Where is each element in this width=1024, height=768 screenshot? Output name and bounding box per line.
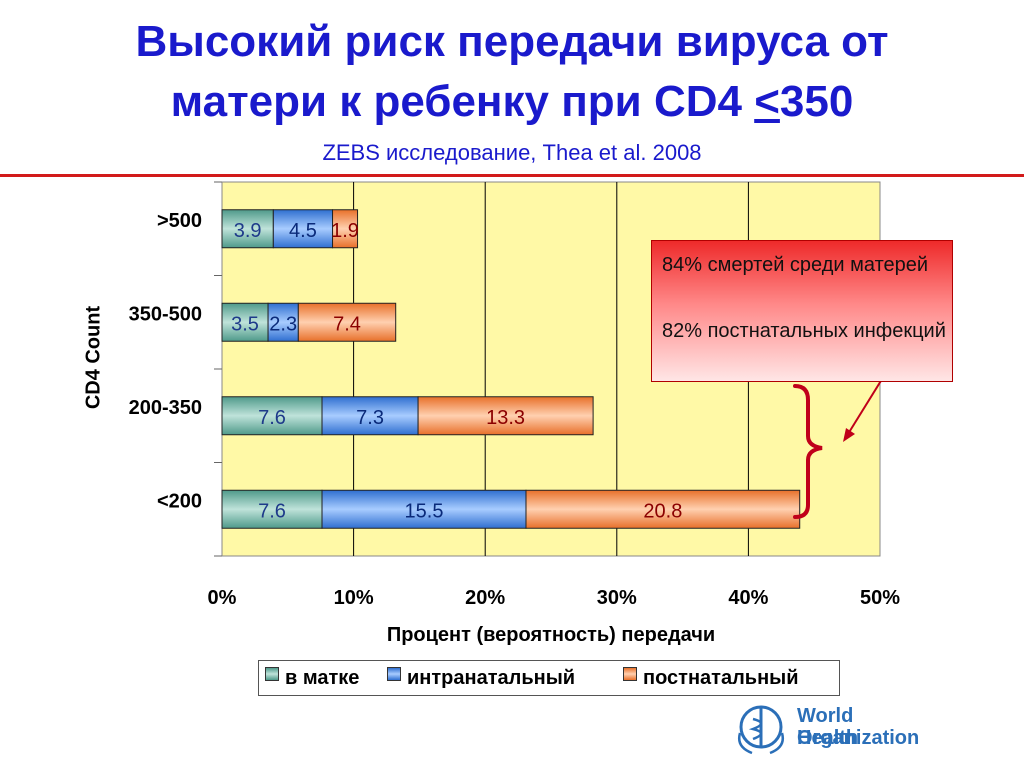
who-logo: World Health Organization xyxy=(732,697,919,757)
bar-segment xyxy=(221,489,323,529)
title-line-1: Высокий риск передачи вируса от xyxy=(135,17,889,66)
legend-swatch-postnatal xyxy=(623,667,637,681)
subtitle: ZEBS исследование, Thea et al. 2008 xyxy=(322,140,702,165)
x-tick-label: 50% xyxy=(860,587,900,609)
bar-data-label: 4.5 xyxy=(289,220,317,242)
who-logo-line-2: Organization xyxy=(797,727,920,749)
bar-segment xyxy=(525,489,801,529)
x-tick-label: 40% xyxy=(728,587,768,609)
bar-segment xyxy=(221,302,269,342)
y-category-label: >500 xyxy=(157,210,202,232)
legend-swatch-in-utero xyxy=(265,667,279,681)
bar-data-label: 20.8 xyxy=(643,500,682,522)
bar-segment xyxy=(332,209,359,249)
title-line-2-text: матери к ребенку при CD4 xyxy=(170,77,755,126)
bar-segment xyxy=(321,489,527,529)
bar-data-label: 2.3 xyxy=(269,313,297,335)
bar-segment xyxy=(417,396,594,436)
bar-data-label: 7.4 xyxy=(333,313,361,335)
who-emblem-icon xyxy=(738,705,784,755)
title-less-equal: < xyxy=(754,77,780,126)
callout-box: 84% смертей среди матерей 82% постнаталь… xyxy=(651,240,953,382)
y-category-label: 200-350 xyxy=(129,397,202,419)
x-tick-label: 0% xyxy=(208,587,237,609)
bar-data-label: 7.6 xyxy=(258,500,286,522)
x-tick-label: 10% xyxy=(334,587,374,609)
y-category-label: <200 xyxy=(157,490,202,512)
bar-data-label: 7.3 xyxy=(356,407,384,429)
bar-segment xyxy=(221,209,274,249)
title-threshold: 350 xyxy=(779,77,854,126)
callout-arrowhead xyxy=(843,428,855,442)
bar-segment xyxy=(272,209,334,249)
bar-segment xyxy=(297,302,397,342)
x-tick-label: 30% xyxy=(597,587,637,609)
who-logo-line-1: World Health xyxy=(797,705,859,749)
bar-data-label: 15.5 xyxy=(405,500,444,522)
bar-data-label: 13.3 xyxy=(486,407,525,429)
title-divider xyxy=(0,174,1024,177)
title-line-2: матери к ребенку при CD4 <350 xyxy=(0,74,1024,130)
bar-data-label: 3.5 xyxy=(231,313,259,335)
callout-postnatal-infections: 82% постнатальных инфекций xyxy=(662,320,946,342)
bar-segment xyxy=(221,396,323,436)
legend-label-postnatal: постнатальный xyxy=(643,667,799,689)
x-tick-label: 20% xyxy=(465,587,505,609)
bar-data-label: 3.9 xyxy=(234,220,262,242)
bar-data-label: 7.6 xyxy=(258,407,286,429)
chart-legend: в матке интранатальный постнатальный xyxy=(258,660,840,696)
legend-swatch-intrapartum xyxy=(387,667,401,681)
bar-segment xyxy=(321,396,419,436)
callout-brace xyxy=(793,384,823,519)
bar-data-label: 1.9 xyxy=(331,220,359,242)
bar-segment xyxy=(267,302,299,342)
callout-maternal-deaths: 84% смертей среди матерей xyxy=(662,254,929,276)
legend-label-intrapartum: интранатальный xyxy=(407,667,576,689)
y-category-label: 350-500 xyxy=(129,303,202,325)
legend-label-in-utero: в матке xyxy=(285,667,360,689)
x-axis-title: Процент (вероятность) передачи xyxy=(387,624,715,646)
